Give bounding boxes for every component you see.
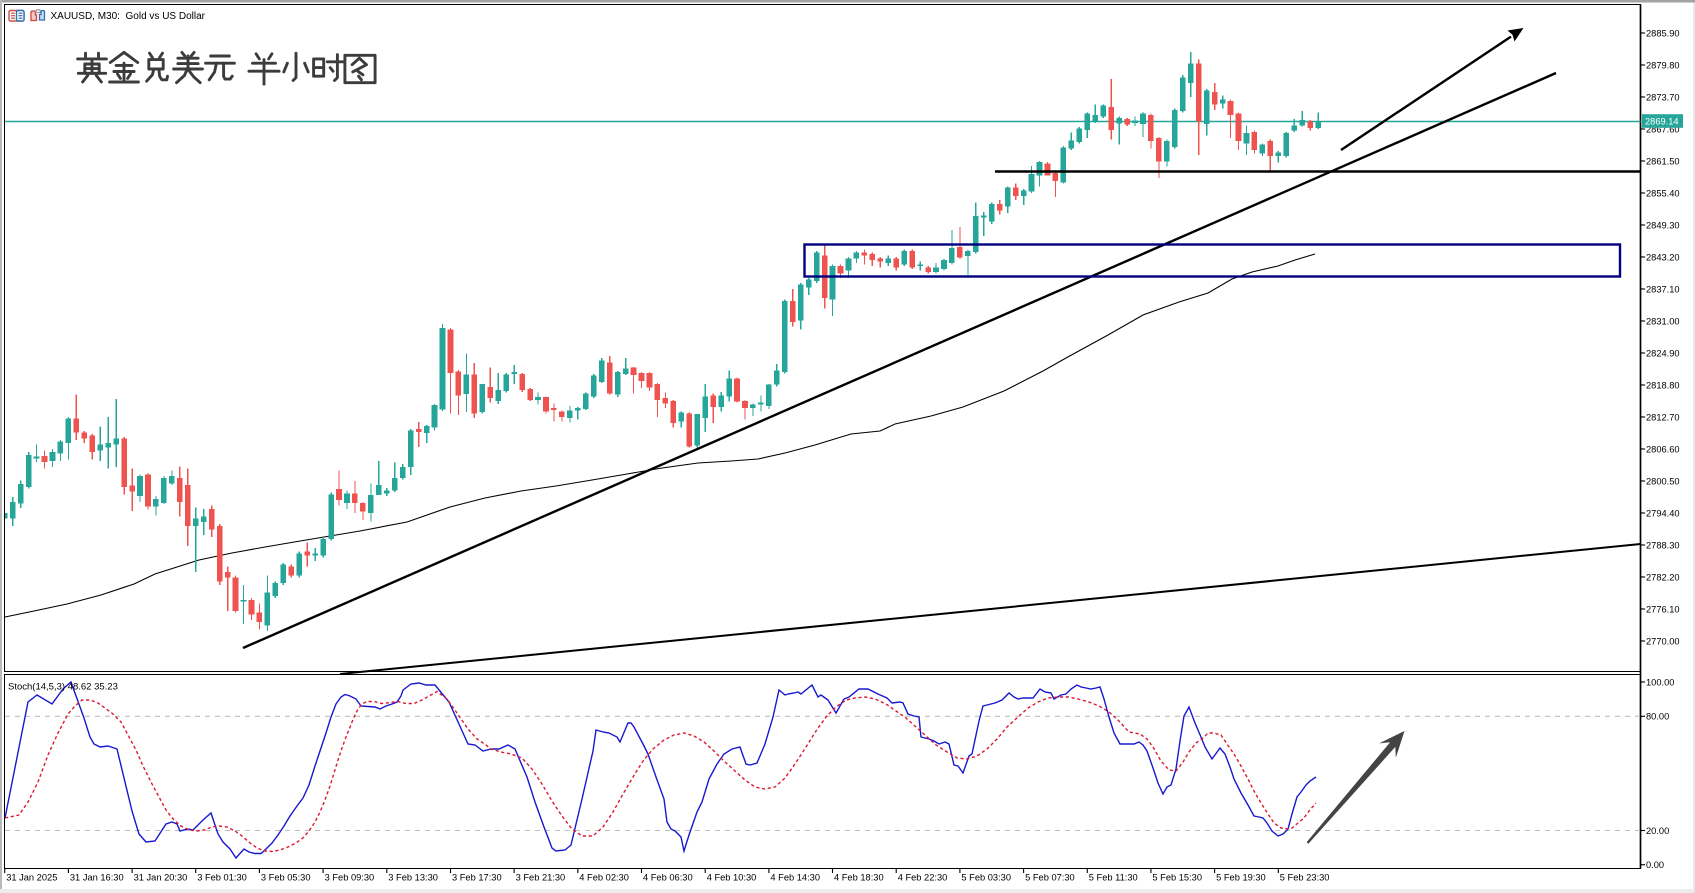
svg-text:2869.14: 2869.14: [1645, 116, 1679, 126]
svg-text:2849.30: 2849.30: [1646, 220, 1680, 230]
svg-text:31 Jan 16:30: 31 Jan 16:30: [70, 873, 124, 883]
svg-text:5 Feb 15:30: 5 Feb 15:30: [1152, 873, 1202, 883]
svg-text:5 Feb 23:30: 5 Feb 23:30: [1280, 873, 1330, 883]
svg-text:2776.10: 2776.10: [1646, 604, 1680, 614]
svg-text:2837.10: 2837.10: [1646, 284, 1680, 294]
svg-text:31 Jan 20:30: 31 Jan 20:30: [134, 873, 188, 883]
svg-text:2770.00: 2770.00: [1646, 636, 1680, 646]
svg-text:2788.30: 2788.30: [1646, 540, 1680, 550]
svg-text:2885.90: 2885.90: [1646, 28, 1680, 38]
svg-text:2879.80: 2879.80: [1646, 60, 1680, 70]
svg-text:5 Feb 03:30: 5 Feb 03:30: [961, 873, 1011, 883]
svg-text:2812.70: 2812.70: [1646, 412, 1680, 422]
svg-text:31 Jan 2025: 31 Jan 2025: [6, 873, 57, 883]
svg-text:2861.50: 2861.50: [1646, 156, 1680, 166]
svg-text:3 Feb 17:30: 3 Feb 17:30: [452, 873, 502, 883]
svg-text:3 Feb 05:30: 3 Feb 05:30: [261, 873, 311, 883]
svg-text:4 Feb 14:30: 4 Feb 14:30: [770, 873, 820, 883]
svg-text:Stoch(14,5,3) 48.62 35.23: Stoch(14,5,3) 48.62 35.23: [8, 682, 118, 693]
svg-text:XAUUSD, M30: Gold vs US Dolla: XAUUSD, M30: Gold vs US Dollar: [51, 11, 206, 22]
svg-text:2831.00: 2831.00: [1646, 316, 1680, 326]
svg-text:3 Feb 01:30: 3 Feb 01:30: [197, 873, 247, 883]
svg-text:3 Feb 21:30: 3 Feb 21:30: [516, 873, 566, 883]
svg-text:20.00: 20.00: [1646, 826, 1669, 836]
svg-text:4 Feb 18:30: 4 Feb 18:30: [834, 873, 884, 883]
svg-text:5 Feb 11:30: 5 Feb 11:30: [1089, 873, 1138, 883]
svg-text:4 Feb 22:30: 4 Feb 22:30: [898, 873, 948, 883]
svg-text:2818.80: 2818.80: [1646, 380, 1680, 390]
svg-text:2800.50: 2800.50: [1646, 476, 1680, 486]
svg-text:2855.40: 2855.40: [1646, 188, 1680, 198]
svg-text:3 Feb 09:30: 3 Feb 09:30: [325, 873, 375, 883]
svg-text:5 Feb 07:30: 5 Feb 07:30: [1025, 873, 1075, 883]
svg-text:100.00: 100.00: [1646, 677, 1674, 687]
svg-text:2873.70: 2873.70: [1646, 92, 1680, 102]
svg-text:4 Feb 10:30: 4 Feb 10:30: [707, 873, 757, 883]
svg-text:4 Feb 02:30: 4 Feb 02:30: [579, 873, 629, 883]
svg-text:80.00: 80.00: [1646, 712, 1669, 722]
svg-text:2806.60: 2806.60: [1646, 444, 1680, 454]
svg-text:0.00: 0.00: [1646, 860, 1664, 870]
svg-text:2867.60: 2867.60: [1646, 124, 1680, 134]
svg-text:4 Feb 06:30: 4 Feb 06:30: [643, 873, 693, 883]
svg-text:2782.20: 2782.20: [1646, 572, 1680, 582]
svg-text:3 Feb 13:30: 3 Feb 13:30: [388, 873, 438, 883]
svg-text:2843.20: 2843.20: [1646, 252, 1680, 262]
svg-text:2794.40: 2794.40: [1646, 508, 1680, 518]
svg-text:5 Feb 19:30: 5 Feb 19:30: [1216, 873, 1266, 883]
svg-text:2824.90: 2824.90: [1646, 348, 1680, 358]
